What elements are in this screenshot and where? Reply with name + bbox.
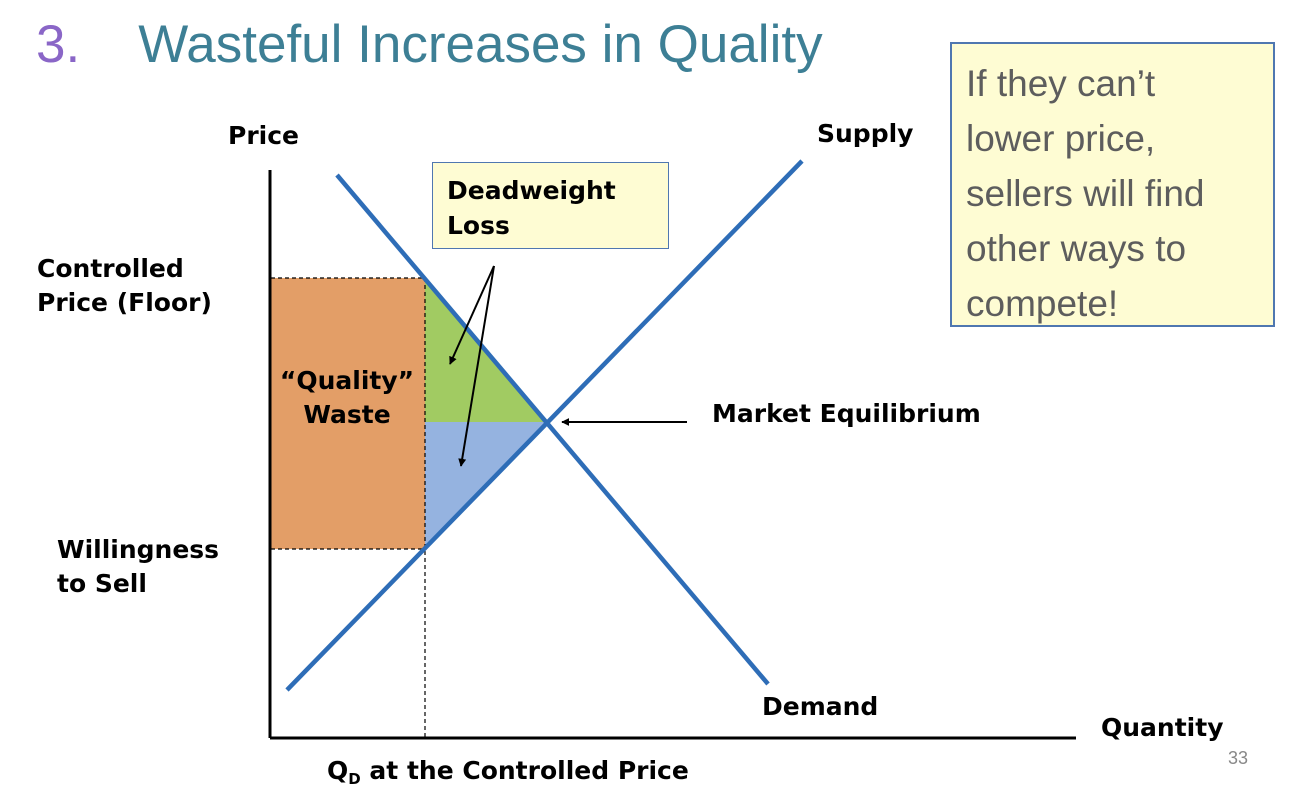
callout-line: sellers will find [966,173,1205,214]
slide-title: 3. Wasteful Increases in Quality [36,14,823,75]
y-axis-label: Price [228,121,299,150]
dwl-arrow-upper [449,265,495,365]
x-axis-label: Quantity [1101,713,1224,742]
dwl-arrow-lower [458,265,495,467]
callout-line: other ways to [966,228,1187,269]
controlled-price-label: Controlled Price (Floor) [37,252,212,320]
demand-curve [335,173,770,686]
qd-subscript: D [348,770,361,788]
controlled-price-line2: Price (Floor) [37,288,212,317]
controlled-price-line1: Controlled [37,254,184,283]
qd-axis-label: QD at the Controlled Price [327,756,689,788]
market-equilibrium-label: Market Equilibrium [712,399,981,428]
demand-label: Demand [762,692,879,721]
supply-label: Supply [817,119,914,148]
deadweight-loss-line1: Deadweight [447,176,616,205]
callout-line: lower price, [966,118,1156,159]
quality-waste-line1: “Quality” [279,366,415,395]
qd-rest: at the Controlled Price [360,756,689,785]
quality-waste-area [271,278,425,549]
slide-title-text: Wasteful Increases in Quality [138,15,823,74]
callout-line: compete! [966,283,1119,324]
callout-box: If they can’t lower price, sellers will … [950,42,1275,327]
slide-title-number: 3. [36,15,81,74]
quality-waste-line2: Waste [303,400,391,429]
willingness-to-sell-label: Willingness to Sell [57,533,219,601]
quality-waste-label: “Quality” Waste [272,364,422,432]
deadweight-loss-label-box: Deadweight Loss [432,162,669,249]
supply-curve [285,159,804,692]
callout-line: If they can’t [966,63,1156,104]
deadweight-loss-line2: Loss [447,211,510,240]
willingness-line2: to Sell [57,569,147,598]
willingness-line1: Willingness [57,535,220,564]
qd-main: Q [327,756,349,785]
page-number: 33 [1228,748,1249,768]
